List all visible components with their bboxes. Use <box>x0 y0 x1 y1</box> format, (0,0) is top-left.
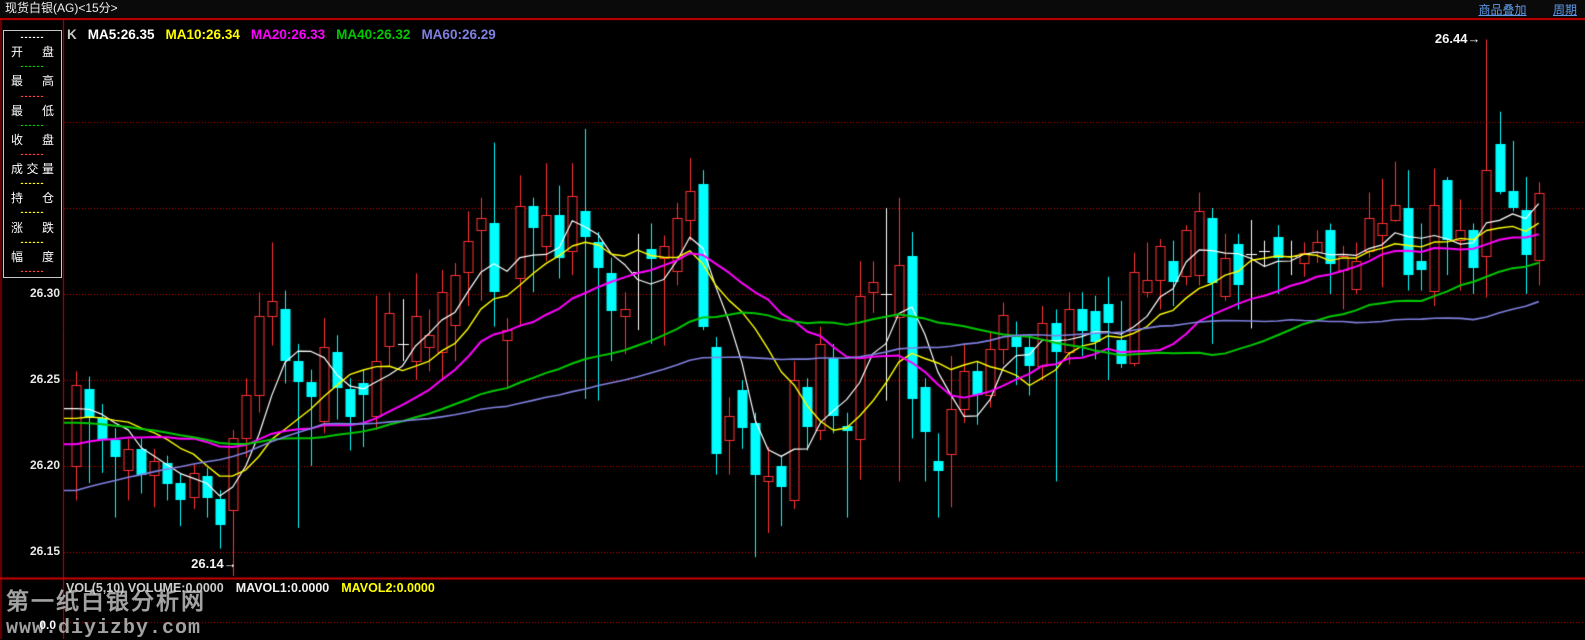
volume-legend-item: VOL(5,10) VOLUME:0.0000 <box>66 581 224 595</box>
quote-field-label: 最低 <box>11 103 54 118</box>
ma-legend: K MA5:26.35 MA10:26.34 MA20:26.33 MA40:26.32… <box>67 27 507 42</box>
quote-field-label: 成交量 <box>11 162 54 177</box>
price-axis-label: 26.20 <box>29 458 60 472</box>
quote-field-label: 幅度 <box>11 249 54 264</box>
quote-placeholder-value: ------ <box>20 207 45 218</box>
quote-field-label: 收盘 <box>11 132 54 147</box>
ma-legend-item: MA5:26.35 <box>87 27 155 42</box>
quote-panel[interactable]: ------ 开盘 ------ 最高 ------ 最低 ------ 收盘 ------ 成交… <box>3 30 62 278</box>
quote-placeholder-value: ------ <box>20 90 45 101</box>
watermark-url: www.diyizby.com <box>6 617 202 640</box>
quote-placeholder-value: ------ <box>20 119 45 130</box>
quote-placeholder-value: ------ <box>20 61 45 72</box>
watermark: 第一纸白银分析网 www.diyizby.com <box>6 582 206 640</box>
link-period[interactable]: 周期 <box>1552 3 1577 17</box>
quote-placeholder-value: ------ <box>20 32 45 43</box>
volume-legend-item: MAVOL2:0.0000 <box>341 581 435 595</box>
quote-placeholder-value: ------ <box>20 148 45 159</box>
quote-placeholder-value: ------ <box>20 265 45 276</box>
quote-field-label: 持仓 <box>11 191 54 206</box>
ma-legend-item: MA20:26.33 <box>250 27 326 42</box>
volume-legend-item: MAVOL1:0.0000 <box>235 581 330 595</box>
high-annotation: 26.44→ <box>1434 31 1481 47</box>
ma-legend-item: MA10:26.34 <box>165 27 240 42</box>
quote-field-label: 开盘 <box>11 45 54 60</box>
quote-placeholder-value: ------ <box>20 178 45 189</box>
price-axis-label: 26.25 <box>29 372 60 386</box>
window-title: 现货白银(AG)<15分> <box>5 1 118 15</box>
chart-type-indicator: K <box>67 27 77 42</box>
quote-placeholder-value: ------ <box>20 236 45 247</box>
quote-field-label: 涨跌 <box>11 220 54 235</box>
price-axis-label: 26.15 <box>29 544 60 558</box>
low-annotation: 26.14→ <box>191 556 237 571</box>
price-axis-label: 26.30 <box>29 286 60 300</box>
ma-legend-item: MA60:26.29 <box>421 27 496 42</box>
volume-zero-label: 0.0 <box>39 618 56 632</box>
quote-field-label: 最高 <box>11 74 54 89</box>
volume-legend: VOL(5,10) VOLUME:0.0000 MAVOL1:0.0000 MAVO… <box>66 581 447 595</box>
watermark-site-name: 第一纸白银分析网 <box>6 588 206 614</box>
title-bar: 现货白银(AG)<15分> 商品叠加 周期 <box>0 0 1585 17</box>
link-overlay-instrument[interactable]: 商品叠加 <box>1478 3 1527 17</box>
title-links: 商品叠加 周期 <box>1457 1 1577 19</box>
ma-legend-item: MA40:26.32 <box>336 27 411 42</box>
